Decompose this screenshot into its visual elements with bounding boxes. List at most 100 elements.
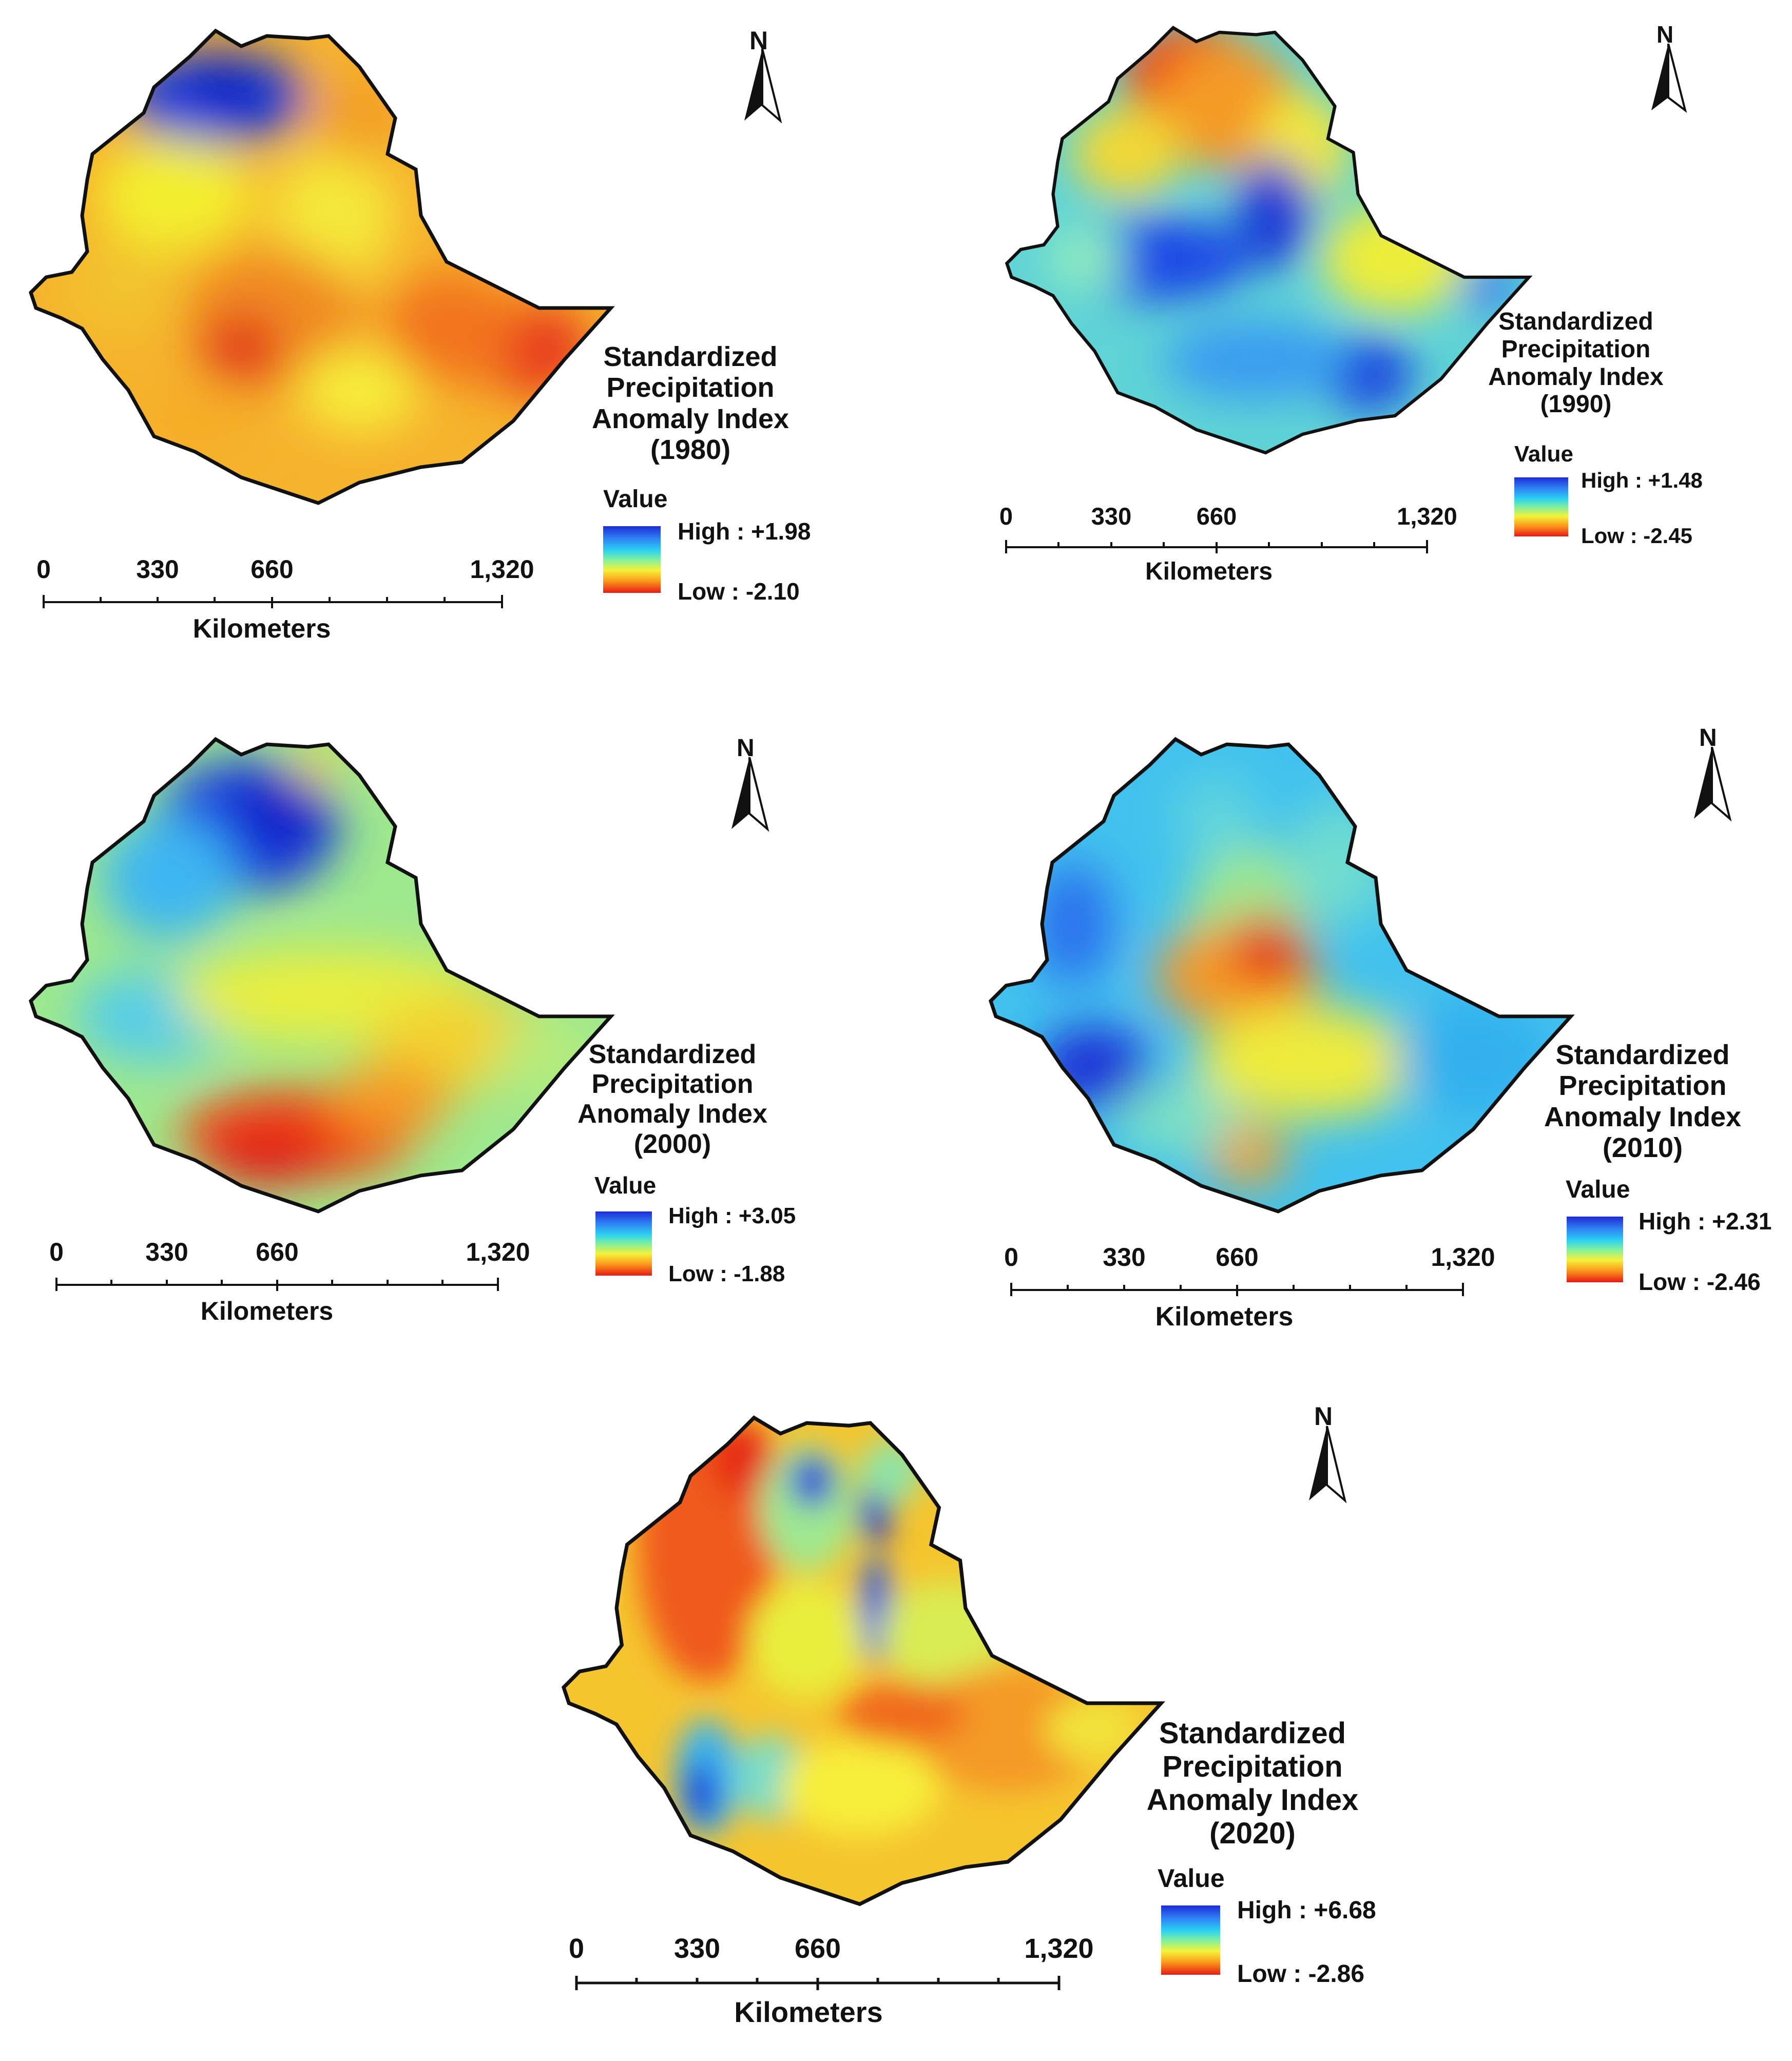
- title-year: (2000): [633, 1129, 711, 1159]
- map-panel-2020: Standardized Precipitation Anomaly Index…: [529, 1386, 1424, 2061]
- scale-line: [43, 595, 503, 608]
- legend-title-2020: Standardized Precipitation Anomaly Index…: [1132, 1717, 1373, 1851]
- title-line-3: Anomaly Index: [577, 1099, 767, 1129]
- north-arrow-icon: [1309, 1426, 1347, 1504]
- scale-unit: Kilometers: [200, 1297, 334, 1325]
- legend-low-label: Low : -2.86: [1237, 1960, 1365, 1988]
- north-label: N: [1314, 1402, 1333, 1431]
- legend-value-label: Value: [1514, 441, 1573, 467]
- map-panel-2010: Standardized Precipitation Anomaly Index…: [960, 708, 1792, 1386]
- title-line-3: Anomaly Index: [1488, 363, 1664, 391]
- scale-tick-0: 0: [568, 1933, 585, 1964]
- legend-low-label: Low : -2.10: [678, 578, 800, 605]
- north-label: N: [1699, 724, 1717, 752]
- scale-tick-330: 330: [136, 555, 179, 584]
- legend-color-ramp: [603, 526, 661, 593]
- legend-title-1990: Standardized Precipitation Anomaly Index…: [1478, 308, 1673, 418]
- map-panel-1980: Standardized Precipitation Anomaly Index…: [0, 0, 896, 678]
- legend-low-label: Low : -1.88: [668, 1261, 785, 1286]
- legend-value-label: Value: [1566, 1176, 1630, 1203]
- scale-unit: Kilometers: [1155, 1302, 1294, 1332]
- ethiopia-map-2000: [0, 708, 642, 1222]
- scale-tick-330: 330: [673, 1933, 721, 1964]
- north-arrow-1980: N: [739, 26, 791, 128]
- map-panel-2000: Standardized Precipitation Anomaly Index…: [0, 708, 896, 1386]
- scale-tick-660: 660: [1196, 503, 1237, 530]
- scale-tick-1320: 1,320: [1397, 503, 1457, 530]
- title-line-3: Anomaly Index: [591, 403, 789, 434]
- scale-tick-330: 330: [1103, 1243, 1146, 1272]
- north-arrow-icon: [731, 757, 769, 832]
- scale-bar-2020: 0 330 660 1,320 Kilometers: [568, 1933, 1094, 2030]
- north-arrow-icon: [1651, 44, 1687, 113]
- legend-high-label: High : +2.31: [1639, 1208, 1772, 1235]
- scale-unit: Kilometers: [734, 1996, 883, 2028]
- legend-high-label: High : +6.68: [1237, 1897, 1376, 1924]
- title-line-3: Anomaly Index: [1544, 1101, 1742, 1132]
- north-arrow-2020: N: [1304, 1401, 1355, 1509]
- title-year: (1980): [650, 434, 731, 466]
- scale-bar-1980: 0 330 660 1,320 Kilometers: [36, 554, 534, 647]
- north-arrow-icon: [744, 49, 782, 124]
- scale-tick-660: 660: [251, 555, 294, 584]
- ethiopia-map-1980: [0, 0, 642, 513]
- scale-tick-0: 0: [1004, 1243, 1018, 1272]
- title-line-1: Standardized: [588, 1039, 757, 1069]
- ethiopia-map-1990: [960, 0, 1576, 462]
- title-line-2: Precipitation: [591, 1069, 754, 1100]
- legend-color-ramp: [1567, 1217, 1623, 1282]
- title-year: (2020): [1209, 1816, 1296, 1850]
- north-label: N: [737, 735, 755, 762]
- title-year: (1990): [1540, 391, 1612, 418]
- scale-line: [55, 1278, 499, 1291]
- map-panel-1990: Standardized Precipitation Anomaly Index…: [960, 0, 1792, 678]
- scale-tick-1320: 1,320: [1024, 1933, 1094, 1964]
- legend-title-2010: Standardized Precipitation Anomaly Index…: [1530, 1039, 1756, 1164]
- scale-tick-660: 660: [794, 1933, 841, 1964]
- scale-tick-1320: 1,320: [466, 1238, 530, 1266]
- scale-bar-2000: 0 330 660 1,320 Kilometers: [49, 1237, 530, 1330]
- legend-low-label: Low : -2.45: [1581, 524, 1693, 548]
- scale-tick-330: 330: [145, 1238, 188, 1266]
- legend-high-label: High : +1.98: [678, 518, 811, 545]
- title-line-1: Standardized: [603, 341, 778, 372]
- legend-title-2000: Standardized Precipitation Anomaly Index…: [560, 1039, 785, 1159]
- legend-color-ramp: [595, 1211, 652, 1276]
- scale-tick-1320: 1,320: [470, 555, 534, 584]
- north-arrow-icon: [1694, 747, 1732, 822]
- scale-bar-1990: 0 330 660 1,320 Kilometers: [999, 502, 1457, 589]
- scale-tick-660: 660: [1216, 1243, 1259, 1272]
- legend-color-ramp: [1161, 1905, 1220, 1975]
- legend-value-label: Value: [1158, 1864, 1225, 1893]
- north-arrow-2010: N: [1689, 724, 1740, 826]
- legend-high-label: High : +3.05: [668, 1203, 796, 1228]
- ethiopia-map-2020: [529, 1386, 1196, 1915]
- scale-tick-1320: 1,320: [1431, 1243, 1495, 1272]
- scale-line: [1005, 540, 1428, 553]
- north-label: N: [1656, 21, 1674, 48]
- title-line-1: Standardized: [1159, 1717, 1346, 1750]
- title-line-2: Precipitation: [606, 372, 775, 403]
- north-label: N: [749, 26, 768, 55]
- title-year: (2010): [1602, 1132, 1683, 1164]
- north-arrow-2000: N: [726, 734, 778, 837]
- title-line-2: Precipitation: [1162, 1749, 1343, 1783]
- title-line-1: Standardized: [1498, 308, 1653, 335]
- scale-tick-0: 0: [49, 1238, 64, 1266]
- legend-value-label: Value: [603, 486, 668, 513]
- scale-unit: Kilometers: [1145, 558, 1273, 585]
- title-line-1: Standardized: [1555, 1039, 1730, 1070]
- north-arrow-1990: N: [1645, 21, 1697, 118]
- legend-title-1980: Standardized Precipitation Anomaly Index…: [575, 341, 806, 466]
- legend-value-label: Value: [594, 1172, 657, 1199]
- legend-low-label: Low : -2.46: [1639, 1268, 1761, 1295]
- scale-tick-660: 660: [256, 1238, 299, 1266]
- scale-bar-2010: 0 330 660 1,320 Kilometers: [1004, 1242, 1495, 1335]
- scale-tick-0: 0: [36, 555, 51, 584]
- legend-color-ramp: [1514, 477, 1568, 536]
- legend-high-label: High : +1.48: [1581, 468, 1703, 492]
- scale-line: [1010, 1283, 1464, 1296]
- scale-tick-330: 330: [1091, 503, 1132, 530]
- title-line-2: Precipitation: [1558, 1070, 1727, 1102]
- title-line-3: Anomaly Index: [1146, 1783, 1359, 1817]
